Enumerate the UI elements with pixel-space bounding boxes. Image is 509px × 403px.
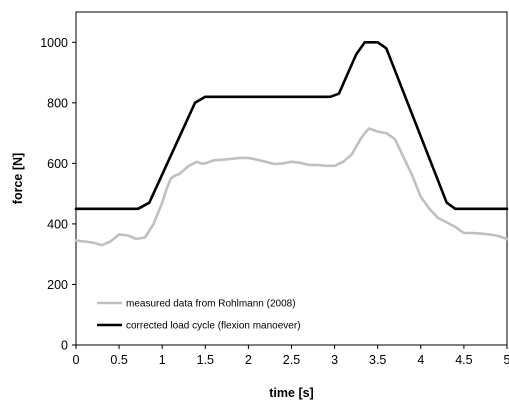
series-line-measured [74,127,509,247]
x-tick-label: 3 [331,353,338,367]
x-tick-label: 4 [417,353,424,367]
x-axis-ticks: 0 0.5 1 1.5 2 2.5 3 3.5 4 4.5 5 [73,345,509,367]
plot-frame [75,11,508,346]
series-line-corrected [74,40,509,211]
y-axis-title: force [N] [11,153,25,204]
y-tick-label: 0 [61,339,68,353]
x-tick-label: 1.5 [197,353,214,367]
x-tick-label: 0 [73,353,80,367]
y-tick-label: 200 [47,278,68,292]
x-tick-label: 4.5 [455,353,472,367]
y-tick-label: 600 [47,157,68,171]
y-tick-label: 400 [47,217,68,231]
y-tick-label: 800 [47,96,68,110]
x-tick-label: 0.5 [110,353,127,367]
series-layer [74,40,509,247]
x-tick-label: 2 [245,353,252,367]
y-axis-ticks: 0 200 400 600 800 1000 [40,36,76,353]
axes [75,11,508,346]
legend: measured data from Rohlmann (2008) corre… [97,299,301,332]
legend-label-corrected: corrected load cycle (flexion manoever) [126,321,301,332]
x-axis-title: time [s] [269,386,313,400]
x-tick-label: 1 [159,353,166,367]
x-tick-label: 5 [504,353,509,367]
y-tick-label: 1000 [40,36,68,50]
x-tick-label: 3.5 [369,353,386,367]
x-tick-label: 2.5 [283,353,300,367]
legend-label-measured: measured data from Rohlmann (2008) [126,299,296,310]
